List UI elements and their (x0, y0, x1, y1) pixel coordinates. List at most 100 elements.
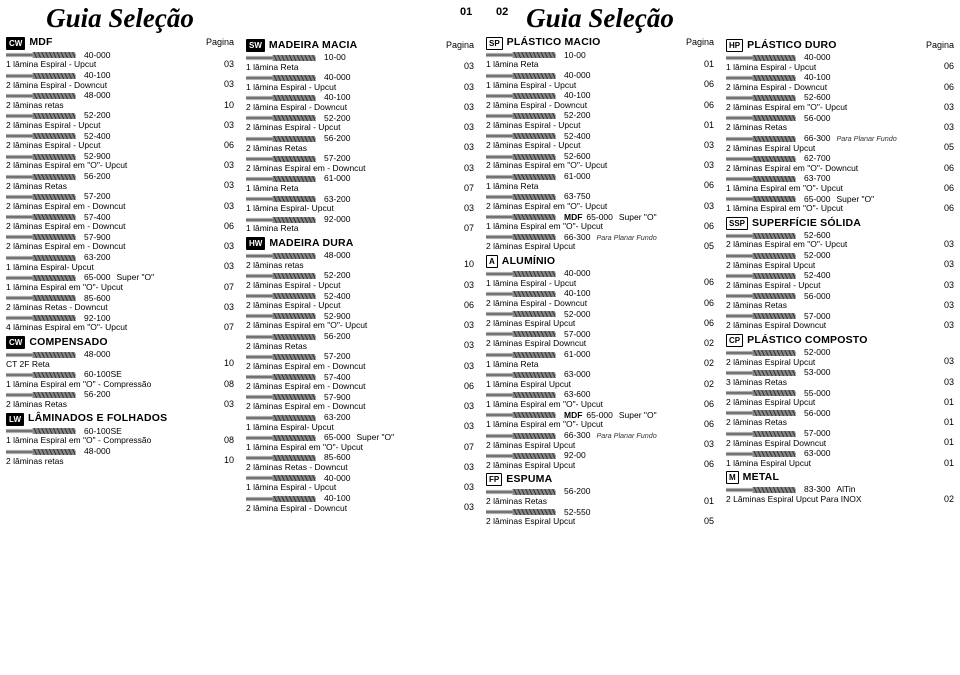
product-desc: 2 lâmina Espiral - Downcut (246, 103, 347, 112)
product-code: 56-200 (84, 172, 110, 181)
product-code: 57-000 (804, 429, 830, 438)
product-desc: 2 lâminas Espiral - Upcut (726, 281, 820, 290)
product-page: 06 (704, 420, 714, 430)
product-desc: 2 lâminas Espiral em "O"- Upcut (486, 161, 607, 170)
product-page: 02 (944, 495, 954, 505)
product-page: 01 (944, 459, 954, 469)
product-desc: 2 Lâminas Espiral Upcut Para INOX (726, 495, 862, 504)
product-desc: 1 lâmina Espiral Upcut (486, 380, 571, 389)
product-page: 06 (704, 181, 714, 191)
col-2: Guia Seleção SP PLÁSTICO MACIO Pagina 10… (480, 0, 720, 675)
product-page: 01 (944, 418, 954, 428)
product-row: 57-000 2 lâminas Espiral Downcut 01 (726, 429, 954, 448)
product-desc: 2 lâminas Retas (486, 497, 547, 506)
product-row: 63-200 1 lâmina Espiral- Upcut 03 (6, 253, 234, 272)
product-code: 56-000 (804, 409, 830, 418)
product-desc: 1 lâmina Reta (486, 360, 538, 369)
product-desc: 1 lâmina Espiral em "O"- Upcut (6, 283, 123, 292)
product-row: 61-000 1 lâmina Reta 07 (246, 174, 474, 193)
product-page: 03 (464, 362, 474, 372)
product-page: 03 (464, 143, 474, 153)
product-desc: 1 lâmina Espiral em "O" - Compressão (6, 436, 151, 445)
product-code: 48-000 (84, 350, 110, 359)
product-code: 52-000 (804, 348, 830, 357)
page-number-left: 01 (460, 6, 472, 18)
product-desc: 2 lâminas Espiral em "O"- Upcut (6, 161, 127, 170)
product-desc: 1 lâmina Espiral em "O"- Upcut (486, 420, 603, 429)
section-badge: CW (6, 336, 25, 349)
product-row: 63-000 1 lâmina Espiral Upcut 02 (486, 370, 714, 389)
product-row: 52-000 2 lâminas Espiral Upcut 06 (486, 310, 714, 329)
product-row: 52-200 2 lâminas Espiral - Upcut 03 (246, 114, 474, 133)
product-page: 10 (224, 359, 234, 369)
product-row: 65-000 Super "O" 1 lâmina Espiral em "O"… (6, 273, 234, 292)
section-badge: SP (486, 37, 503, 50)
product-row: 40-000 1 lâmina Espiral - Upcut 06 (486, 71, 714, 90)
product-page: 05 (704, 517, 714, 527)
product-page: 06 (464, 382, 474, 392)
product-page: 07 (224, 283, 234, 293)
product-row: 57-200 2 lâminas Espiral em - Downcut 03 (246, 352, 474, 371)
product-page: 03 (464, 123, 474, 133)
product-desc: 2 lâminas Retas (246, 342, 307, 351)
product-page: 02 (704, 380, 714, 390)
section-name: PLÁSTICO DURO (747, 40, 837, 52)
product-row: 40-100 2 lâmina Espiral - Downcut 03 (6, 71, 234, 90)
product-desc: 2 lâminas Espiral em "O"- Upcut (726, 103, 847, 112)
product-page: 03 (944, 301, 954, 311)
product-row: 57-400 2 lâminas Espiral em - Downcut 06 (246, 373, 474, 392)
product-desc: 2 lâminas Retas - Downcut (246, 463, 348, 472)
product-desc: 2 lâminas Espiral Upcut (486, 517, 575, 526)
section-badge: FP (486, 473, 502, 486)
product-desc: 2 lâminas Espiral em - Downcut (6, 242, 126, 251)
section-name: MADEIRA DURA (269, 238, 353, 250)
product-page: 10 (224, 456, 234, 466)
col-1: SW MADEIRA MACIA Pagina 10-00 1 lâmina R… (240, 0, 480, 675)
product-code: 66-300 (804, 134, 830, 143)
product-desc: 2 lâminas Espiral em - Downcut (246, 402, 366, 411)
section-name: METAL (743, 472, 779, 484)
product-desc: 2 lâminas Espiral Upcut (726, 398, 815, 407)
product-row: 52-400 2 lâminas Espiral - Upcut 03 (486, 132, 714, 151)
section-name: LÂMINADOS E FOLHADOS (28, 413, 167, 425)
col-0: Guia Seleção CW MDF Pagina 40-000 1 lâ (0, 0, 240, 675)
product-desc: 2 lâminas Espiral em - Downcut (246, 362, 366, 371)
section-name: PLÁSTICO MACIO (507, 37, 601, 49)
product-desc: 2 lâminas Espiral - Upcut (6, 141, 100, 150)
section-name: PLÁSTICO COMPOSTO (747, 335, 867, 347)
product-desc: 2 lâminas Retas (726, 418, 787, 427)
product-desc: 2 lâminas Espiral em "O"- Upcut (246, 321, 367, 330)
product-row: 40-000 1 lâmina Espiral - Upcut 06 (726, 53, 954, 72)
product-page: 03 (224, 80, 234, 90)
product-desc: 1 lâmina Reta (246, 63, 298, 72)
page-number-right: 02 (496, 6, 508, 18)
product-desc: 1 lâmina Espiral - Upcut (726, 63, 816, 72)
product-page: 03 (464, 503, 474, 513)
product-row: 40-000 1 lâmina Espiral - Upcut 06 (486, 269, 714, 288)
product-row: 52-400 2 lâminas Espiral - Upcut 03 (726, 271, 954, 290)
product-page: 03 (704, 141, 714, 151)
product-row: 52-900 2 lâminas Espiral em "O"- Upcut 0… (246, 312, 474, 331)
section-name: SUPERFÍCIE SÓLIDA (752, 218, 861, 230)
product-desc: 1 lâmina Espiral em "O"- Upcut (486, 400, 603, 409)
product-desc: 2 lâminas Espiral Upcut (726, 358, 815, 367)
product-row: 48-000 2 lâminas retas 10 (246, 251, 474, 270)
product-row: 92-100 4 lâminas Espiral em "O"- Upcut 0… (6, 314, 234, 333)
section-badge: A (486, 255, 498, 268)
product-desc: 2 lâminas Espiral Upcut (486, 461, 575, 470)
product-desc: 1 lâmina Espiral- Upcut (246, 423, 334, 432)
product-row: 65-000 Super "O" 1 lâmina Espiral em "O"… (246, 433, 474, 452)
product-row: 56-200 2 lâminas Retas 03 (246, 134, 474, 153)
product-desc: 2 lâminas Espiral em "O"- Upcut (726, 240, 847, 249)
product-code: 48-000 (84, 91, 110, 100)
product-row: 63-600 1 lâmina Espiral em "O"- Upcut 06 (486, 390, 714, 409)
section-header: CW MDF Pagina (6, 37, 234, 50)
section-header: SP PLÁSTICO MACIO Pagina (486, 37, 714, 50)
product-row: 66-300 Para Planar Fundo 2 lâminas Espir… (726, 134, 954, 153)
product-row: 57-000 2 lâminas Espiral Downcut 03 (726, 312, 954, 331)
product-desc: 1 lâmina Espiral em "O"- Upcut (726, 204, 843, 213)
product-desc: 2 lâminas Retas (6, 182, 67, 191)
product-page: 02 (704, 339, 714, 349)
product-row: 40-100 2 lâmina Espiral - Downcut 06 (726, 73, 954, 92)
product-note: Para Planar Fundo (836, 135, 896, 143)
